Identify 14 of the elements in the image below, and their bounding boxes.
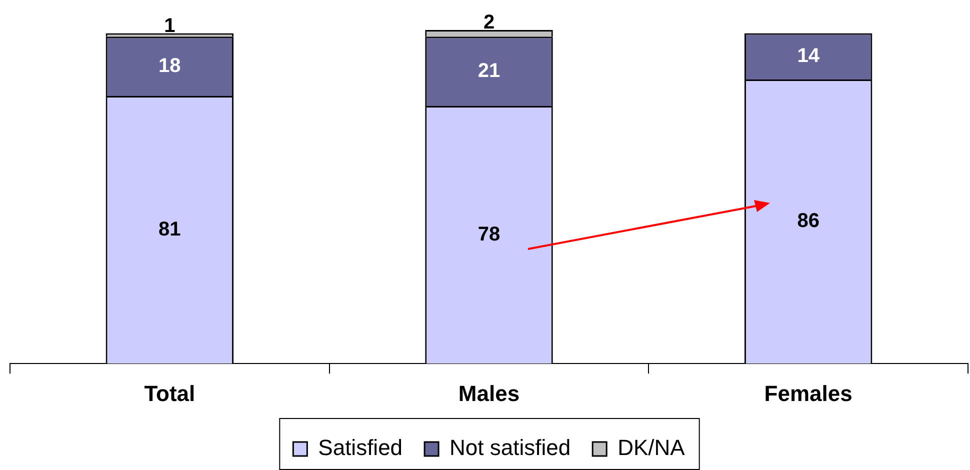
- legend-label: DK/NA: [618, 435, 686, 460]
- legend-label: Not satisfied: [450, 435, 571, 460]
- data-label: 21: [478, 60, 500, 82]
- data-label: 2: [483, 12, 495, 34]
- x-tick-label: Females: [764, 380, 852, 406]
- x-tick-label: Total: [144, 380, 196, 406]
- data-label: 14: [797, 44, 820, 67]
- data-label: 81: [158, 218, 181, 240]
- data-label: 1: [164, 14, 176, 37]
- data-label: 86: [797, 210, 820, 232]
- legend-label: Satisfied: [318, 435, 403, 460]
- data-label: 78: [478, 223, 500, 246]
- x-tick-label: Males: [458, 380, 520, 406]
- data-label: 18: [158, 54, 181, 77]
